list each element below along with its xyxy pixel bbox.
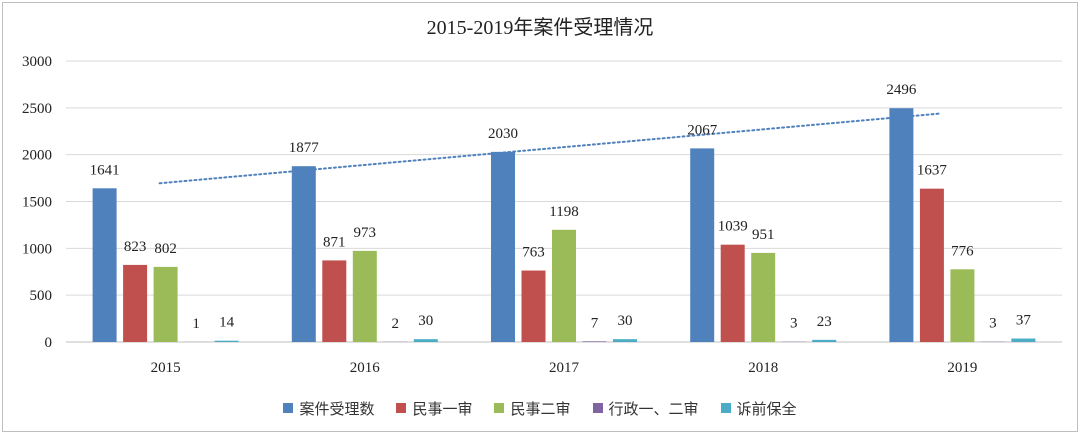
data-label: 802 bbox=[154, 241, 177, 257]
legend: 案件受理数 民事一审 民事二审 行政一、二审 诉前保全 bbox=[0, 396, 1080, 420]
legend-swatch bbox=[494, 403, 505, 413]
data-label: 7 bbox=[591, 315, 599, 331]
bar bbox=[751, 252, 776, 342]
legend-item: 民事二审 bbox=[494, 398, 571, 419]
bar bbox=[950, 269, 975, 342]
x-tick-label: 2017 bbox=[549, 360, 580, 376]
data-label: 1637 bbox=[917, 163, 948, 179]
data-label: 14 bbox=[219, 315, 235, 331]
bars bbox=[92, 108, 1036, 342]
data-label: 1 bbox=[192, 316, 200, 332]
chart-title: 2015-2019年案件受理情况 bbox=[427, 16, 654, 39]
bar bbox=[552, 229, 576, 342]
bar bbox=[812, 339, 837, 342]
trendline bbox=[158, 112, 943, 185]
legend-item: 案件受理数 bbox=[283, 398, 374, 419]
legend-label: 诉前保全 bbox=[736, 399, 797, 418]
bar bbox=[413, 339, 438, 342]
data-label: 1039 bbox=[718, 219, 748, 235]
legend-label: 行政一、二审 bbox=[608, 399, 699, 418]
legend-swatch bbox=[592, 403, 603, 413]
x-tick-label: 2018 bbox=[748, 360, 778, 376]
x-tick-label: 2015 bbox=[151, 360, 181, 376]
data-labels: 1641 823 802 1 14 1877 871 973 2 30 2030 763 1198 7 30… bbox=[90, 82, 1032, 332]
data-label: 1198 bbox=[549, 204, 578, 220]
y-tick-label: 2500 bbox=[22, 101, 52, 117]
data-label: 2496 bbox=[886, 82, 917, 98]
bar bbox=[123, 264, 148, 342]
data-label: 37 bbox=[1016, 313, 1032, 329]
legend-label: 民事二审 bbox=[510, 399, 571, 418]
data-label: 823 bbox=[124, 239, 147, 255]
bar bbox=[521, 270, 546, 342]
y-tick-label: 2000 bbox=[22, 148, 52, 164]
data-label: 973 bbox=[354, 225, 377, 241]
trendline-path bbox=[158, 112, 943, 185]
data-label: 2067 bbox=[687, 122, 718, 138]
legend-label: 案件受理数 bbox=[299, 399, 375, 418]
bar bbox=[1011, 338, 1036, 342]
x-axis: 2015 2016 2017 2018 2019 bbox=[151, 360, 978, 376]
data-label: 2030 bbox=[488, 126, 518, 142]
data-label: 776 bbox=[951, 243, 974, 259]
bar bbox=[491, 151, 515, 342]
data-label: 951 bbox=[752, 227, 775, 243]
legend-item: 诉前保全 bbox=[720, 398, 797, 419]
data-label: 1877 bbox=[289, 140, 320, 156]
bar bbox=[92, 188, 117, 342]
data-label: 3 bbox=[790, 316, 798, 332]
legend-swatch bbox=[396, 403, 407, 413]
data-label: 763 bbox=[522, 245, 545, 261]
bar bbox=[919, 188, 944, 342]
y-axis: 0 500 1000 1500 2000 2500 3000 bbox=[22, 54, 52, 351]
legend-swatch bbox=[283, 403, 294, 413]
x-tick-label: 2016 bbox=[350, 360, 381, 376]
bar bbox=[889, 108, 914, 342]
data-label: 23 bbox=[817, 314, 832, 330]
legend-swatch bbox=[720, 403, 731, 413]
data-label: 2 bbox=[392, 316, 400, 332]
data-label: 871 bbox=[323, 234, 346, 250]
y-tick-label: 3000 bbox=[22, 54, 52, 70]
bar bbox=[582, 341, 607, 342]
legend-item: 行政一、二审 bbox=[592, 398, 699, 419]
bar bbox=[153, 266, 178, 342]
bar bbox=[322, 260, 347, 342]
data-label: 3 bbox=[989, 316, 997, 332]
legend-item: 民事一审 bbox=[396, 398, 472, 419]
data-label: 30 bbox=[618, 313, 633, 329]
bar bbox=[214, 340, 239, 342]
bar bbox=[291, 166, 316, 342]
data-label: 30 bbox=[418, 313, 433, 329]
bar bbox=[613, 339, 637, 342]
bar bbox=[352, 250, 377, 342]
bar bbox=[720, 244, 745, 342]
x-tick-label: 2019 bbox=[947, 360, 977, 376]
data-label: 1641 bbox=[90, 162, 120, 178]
legend-label: 民事一审 bbox=[412, 399, 473, 418]
y-tick-label: 1500 bbox=[22, 195, 52, 211]
bar bbox=[690, 148, 715, 342]
y-tick-label: 500 bbox=[30, 288, 53, 304]
y-tick-label: 0 bbox=[45, 335, 53, 351]
y-tick-label: 1000 bbox=[22, 241, 52, 257]
